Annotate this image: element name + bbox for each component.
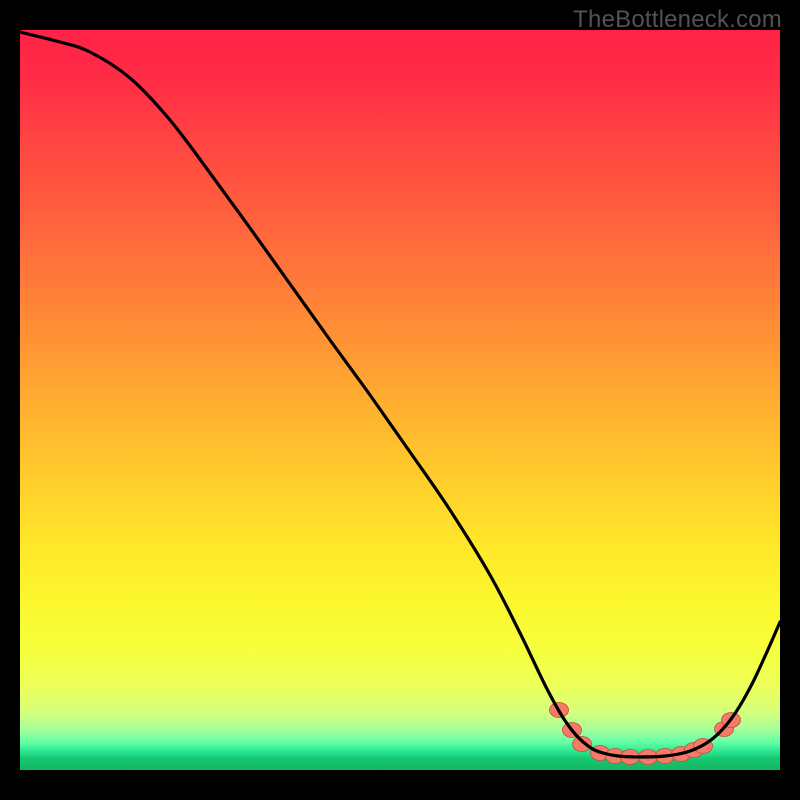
- chart-canvas: { "watermark": { "text": "TheBottleneck.…: [0, 0, 800, 800]
- data-marker: [573, 737, 592, 752]
- watermark-text: TheBottleneck.com: [573, 6, 782, 34]
- plot-gradient-background: [20, 30, 780, 770]
- bottleneck-chart: [0, 0, 800, 800]
